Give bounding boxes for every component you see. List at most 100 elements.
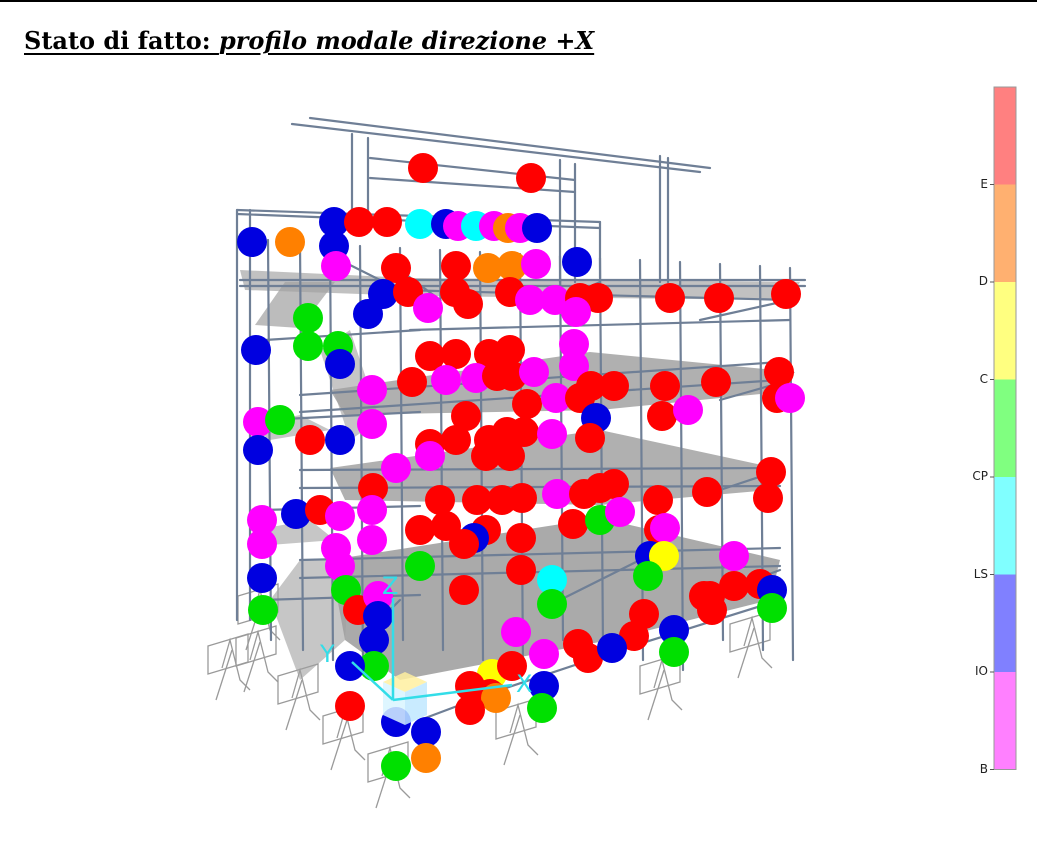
hinge-marker [775, 383, 805, 413]
frame-member [598, 256, 605, 652]
axis-label-x: X [516, 670, 532, 698]
legend-band-4 [994, 477, 1016, 575]
hinge-marker [529, 639, 559, 669]
hinge-marker [597, 633, 627, 663]
frame-member [678, 260, 685, 672]
frame-member [298, 466, 782, 472]
hinge-marker [643, 485, 673, 515]
hinge-marker [357, 375, 387, 405]
hinge-marker [633, 561, 663, 591]
hinge-marker [753, 483, 783, 513]
hinge-marker [381, 751, 411, 781]
hinge-marker [506, 523, 536, 553]
legend-label-io: IO [975, 664, 988, 678]
legend-label-d: D [978, 274, 988, 288]
hinge-marker [358, 473, 388, 503]
support-plate [729, 611, 771, 653]
support-leg [336, 707, 366, 761]
hinge-marker [449, 575, 479, 605]
hinge-marker [771, 279, 801, 309]
hinge-marker [321, 251, 351, 281]
hinge-marker [411, 743, 441, 773]
hinge-marker [381, 453, 411, 483]
hinge-marker [247, 563, 277, 593]
hinge-marker [507, 483, 537, 513]
hinge-marker [344, 207, 374, 237]
origin-cube-right [405, 682, 427, 725]
stair-upper [255, 282, 335, 328]
hinge-marker [363, 601, 393, 631]
hinge-marker [575, 423, 605, 453]
hinge-marker [559, 351, 589, 381]
hinge-marker [650, 513, 680, 543]
support-plate [495, 698, 537, 740]
hinge-marker [515, 285, 545, 315]
hinge-marker [519, 357, 549, 387]
support-leg [647, 669, 665, 721]
support-leg [330, 719, 348, 771]
hinge-marker [425, 485, 455, 515]
hinge-marker [529, 671, 559, 701]
support-leg [249, 629, 279, 683]
hinge-marker [397, 367, 427, 397]
hinge-marker [562, 247, 592, 277]
legend-band-0 [994, 87, 1016, 185]
legend: E D C CP LS IO B [960, 80, 1037, 780]
hinge-marker [719, 571, 749, 601]
hinge-marker [359, 625, 389, 655]
hinge-marker [495, 335, 525, 365]
hinge-marker [701, 367, 731, 397]
hinge-marker [449, 529, 479, 559]
hinge-marker [359, 651, 389, 681]
hinge-marker [501, 617, 531, 647]
hinge-marker [471, 441, 501, 471]
hinge-marker [756, 457, 786, 487]
legend-label-c: C [979, 371, 988, 386]
hinge-marker [381, 253, 411, 283]
hinge-marker [647, 401, 677, 431]
hinge-marker [561, 297, 591, 327]
hinge-marker [281, 499, 311, 529]
axes-glyph: Z Y X [319, 572, 532, 725]
hinge-marker [293, 331, 323, 361]
support-leg [221, 637, 251, 691]
support-plate [235, 625, 277, 667]
title-emphasis: profilo modale direzione +X [218, 26, 595, 55]
hinge-marker [411, 717, 441, 747]
hinge-marker [659, 615, 689, 645]
support-leg [243, 641, 261, 693]
legend-label-cp: CP [972, 469, 988, 483]
hinge-marker [719, 541, 749, 571]
hinge-marker [441, 251, 471, 281]
hinge-marker [265, 405, 295, 435]
support-leg [509, 702, 539, 756]
axis-label-y: Y [319, 640, 335, 668]
hinge-marker [704, 283, 734, 313]
hinge-marker [659, 637, 689, 667]
hinge-marker [325, 349, 355, 379]
legend-band-2 [994, 282, 1016, 380]
hinge-marker [247, 529, 277, 559]
hinge-marker [353, 299, 383, 329]
hinge-marker [495, 441, 525, 471]
support-plate [207, 633, 249, 675]
legend-frame [993, 86, 1017, 770]
support-leg [503, 714, 521, 766]
hinge-marker [441, 339, 471, 369]
legend-label-ls: LS [973, 566, 988, 581]
hinge-marker [516, 163, 546, 193]
legend-label-e: E [980, 176, 988, 191]
hinge-marker [357, 409, 387, 439]
hinge-marker [537, 565, 567, 595]
support-leg [653, 657, 683, 711]
frame-member [298, 546, 782, 562]
hinge-marker [248, 595, 278, 625]
hinge-marker [275, 227, 305, 257]
hinge-marker [757, 593, 787, 623]
hinge-marker [415, 341, 445, 371]
hinge-marker [695, 581, 725, 611]
hinge-marker [335, 691, 365, 721]
frame-member [308, 116, 712, 170]
hinge-marker [293, 303, 323, 333]
hinge-marker [599, 371, 629, 401]
